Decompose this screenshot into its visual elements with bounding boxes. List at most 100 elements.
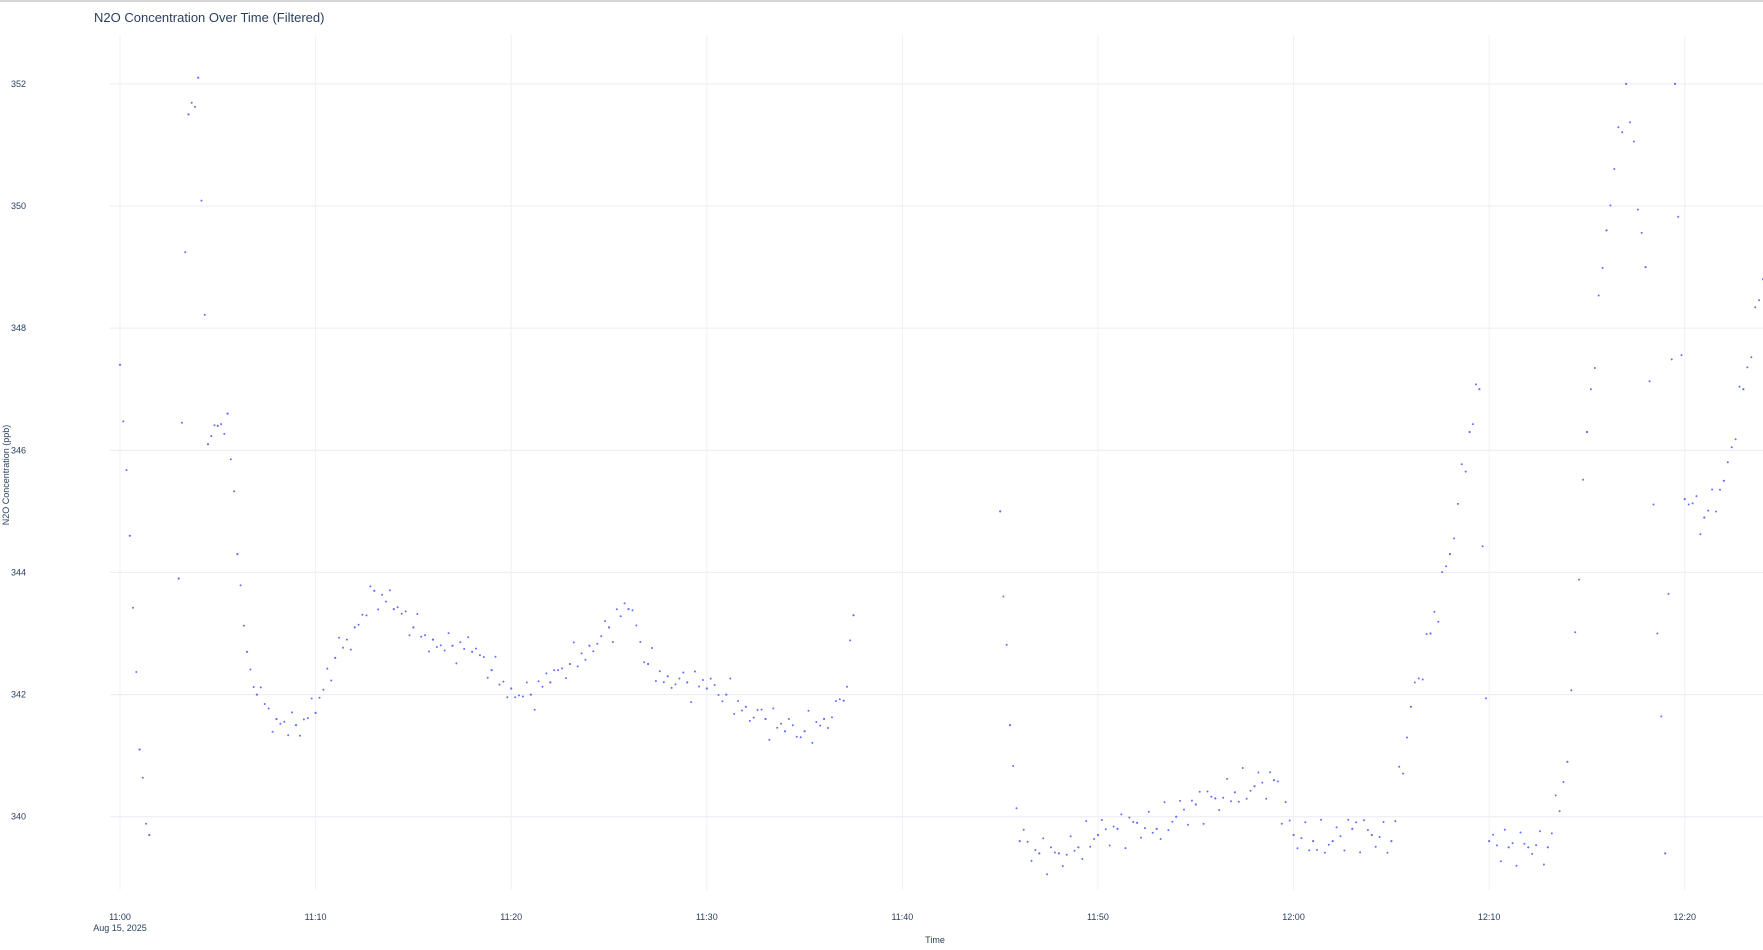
data-point bbox=[1312, 840, 1315, 843]
data-point bbox=[635, 624, 638, 627]
data-point bbox=[776, 726, 779, 729]
data-point bbox=[1621, 131, 1624, 134]
data-point bbox=[279, 722, 282, 725]
data-point bbox=[1496, 844, 1498, 847]
data-point bbox=[298, 734, 301, 737]
data-point bbox=[1617, 126, 1620, 129]
data-point bbox=[1437, 620, 1440, 623]
data-point bbox=[1640, 231, 1643, 234]
data-point bbox=[1265, 797, 1268, 800]
data-point bbox=[1390, 840, 1393, 843]
data-point bbox=[213, 424, 216, 427]
data-point bbox=[1574, 631, 1577, 634]
data-point bbox=[1230, 800, 1232, 803]
data-point bbox=[787, 718, 790, 720]
data-point bbox=[1112, 825, 1115, 828]
data-point bbox=[330, 679, 333, 682]
data-point bbox=[1386, 851, 1389, 854]
data-point bbox=[819, 724, 822, 727]
data-point bbox=[1100, 819, 1103, 821]
data-point bbox=[1237, 800, 1240, 803]
data-point bbox=[1308, 849, 1311, 852]
data-point bbox=[686, 681, 689, 684]
y-tick-label: 342 bbox=[11, 690, 26, 700]
data-point bbox=[811, 741, 814, 744]
data-point bbox=[310, 697, 313, 700]
data-point bbox=[322, 688, 325, 691]
data-point bbox=[1566, 760, 1569, 763]
data-point bbox=[502, 680, 505, 683]
data-point bbox=[1398, 765, 1401, 768]
x-tick-label: 12:10 bbox=[1478, 912, 1501, 922]
data-point bbox=[259, 686, 262, 689]
data-point bbox=[1441, 571, 1444, 574]
data-point bbox=[1304, 821, 1307, 824]
data-point bbox=[451, 644, 454, 647]
data-point bbox=[1562, 781, 1565, 783]
data-point bbox=[1570, 689, 1573, 692]
data-point bbox=[1249, 789, 1252, 792]
y-tick-label: 350 bbox=[11, 201, 26, 211]
data-point bbox=[1175, 815, 1178, 818]
data-point bbox=[194, 105, 196, 108]
data-point bbox=[1475, 383, 1478, 386]
data-point bbox=[1061, 865, 1064, 868]
data-point bbox=[1073, 849, 1076, 852]
data-point bbox=[1589, 388, 1592, 391]
data-point bbox=[187, 113, 190, 116]
data-point bbox=[275, 717, 278, 721]
data-point bbox=[561, 667, 563, 670]
data-point bbox=[400, 612, 403, 615]
data-point bbox=[658, 670, 661, 673]
data-point bbox=[416, 613, 419, 615]
data-point bbox=[615, 608, 618, 611]
data-point bbox=[1597, 294, 1600, 297]
data-point bbox=[1374, 845, 1377, 848]
data-point bbox=[1218, 809, 1221, 812]
data-point bbox=[369, 585, 372, 588]
data-point bbox=[1359, 851, 1362, 854]
data-point bbox=[1005, 643, 1008, 646]
y-tick-label: 340 bbox=[11, 812, 26, 822]
x-tick-label: 12:00 bbox=[1282, 912, 1305, 922]
data-point bbox=[764, 717, 767, 721]
data-point bbox=[132, 606, 134, 609]
data-point bbox=[651, 647, 653, 649]
data-point bbox=[1726, 461, 1729, 464]
data-point bbox=[1038, 852, 1041, 855]
data-point bbox=[271, 730, 274, 733]
data-point bbox=[190, 101, 193, 104]
data-point bbox=[1664, 852, 1667, 855]
data-point bbox=[654, 680, 657, 682]
data-point bbox=[283, 720, 286, 723]
data-point bbox=[1453, 537, 1455, 540]
data-point bbox=[604, 620, 607, 623]
data-point bbox=[1413, 681, 1416, 684]
data-point bbox=[1601, 266, 1604, 269]
x-tick-label: 11:30 bbox=[696, 912, 718, 922]
data-point bbox=[1034, 849, 1037, 851]
data-point bbox=[1519, 831, 1522, 834]
x-tick-label: 11:10 bbox=[305, 912, 327, 922]
data-point bbox=[385, 600, 387, 603]
data-point bbox=[1394, 820, 1397, 823]
data-point bbox=[334, 656, 337, 660]
data-point bbox=[1578, 578, 1581, 581]
data-point bbox=[1673, 82, 1677, 85]
data-point bbox=[1183, 808, 1185, 811]
data-point bbox=[125, 469, 128, 472]
data-point bbox=[148, 833, 151, 837]
data-point bbox=[349, 648, 352, 651]
data-point bbox=[1015, 807, 1018, 810]
data-point bbox=[1280, 822, 1283, 825]
data-point bbox=[1738, 385, 1741, 388]
data-point bbox=[1488, 840, 1491, 843]
data-point bbox=[1323, 851, 1326, 854]
data-point bbox=[1026, 840, 1029, 843]
data-point bbox=[1269, 771, 1272, 774]
data-point bbox=[1053, 851, 1056, 854]
data-point bbox=[431, 638, 435, 641]
data-point bbox=[1226, 777, 1229, 780]
data-point bbox=[1343, 849, 1346, 852]
